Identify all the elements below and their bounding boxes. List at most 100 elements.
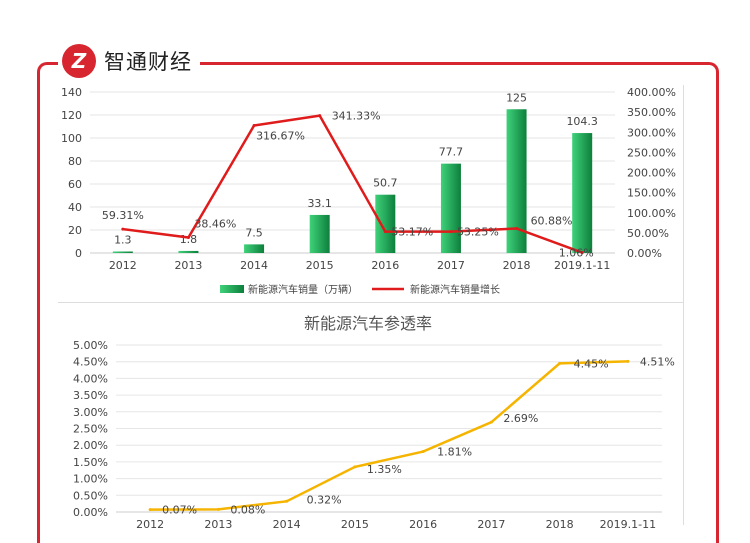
y-tick-label: 100 [61, 132, 82, 145]
line-point [353, 465, 357, 469]
bar [572, 133, 593, 253]
line-point [186, 236, 190, 240]
y-tick-label: 1.00% [73, 473, 108, 486]
y-tick-label: 20 [68, 224, 82, 237]
y-tick-label: 3.50% [73, 389, 108, 402]
y-tick-label: 4.00% [73, 372, 108, 385]
y2-tick-label: 400.00% [627, 86, 676, 99]
line-point [148, 508, 152, 512]
bar-data-label: 33.1 [307, 197, 332, 210]
y2-tick-label: 250.00% [627, 146, 676, 159]
line-data-label: 316.67% [256, 130, 305, 143]
x-tick-label: 2017 [477, 518, 505, 531]
y-tick-label: 1.50% [73, 456, 108, 469]
line-data-label: 341.33% [332, 110, 381, 123]
y-tick-label: 0 [75, 247, 82, 260]
y2-tick-label: 300.00% [627, 126, 676, 139]
penetration-line [150, 360, 628, 511]
y-tick-label: 2.50% [73, 423, 108, 436]
line-point [318, 114, 322, 118]
line-point [558, 361, 562, 365]
bar [178, 250, 199, 253]
x-tick-label: 2018 [503, 259, 531, 272]
bar [375, 194, 396, 253]
x-tick-label: 2019.1-11 [554, 259, 610, 272]
line-data-label: 60.88% [531, 214, 573, 227]
chart-title: 新能源汽车参透率 [304, 314, 432, 333]
y-tick-label: 60 [68, 178, 82, 191]
line-point [515, 226, 519, 230]
legend-bar-swatch [220, 285, 244, 293]
y2-tick-label: 200.00% [627, 167, 676, 180]
y-tick-label: 0.00% [73, 506, 108, 519]
y-tick-label: 140 [61, 86, 82, 99]
y2-tick-label: 0.00% [627, 247, 662, 260]
x-tick-label: 2018 [546, 518, 574, 531]
line-point [252, 124, 256, 128]
x-tick-label: 2013 [174, 259, 202, 272]
legend-label: 新能源汽车销量增长 [410, 283, 500, 296]
brand-header: Z 智通财经 [58, 42, 200, 80]
line-data-label: 2.69% [503, 412, 538, 425]
legend-label: 新能源汽车销量（万辆） [248, 283, 358, 296]
y2-tick-label: 50.00% [627, 227, 669, 240]
brand-name: 智通财经 [104, 50, 192, 74]
x-tick-label: 2015 [306, 259, 334, 272]
bar [506, 109, 527, 253]
x-tick-label: 2012 [136, 518, 164, 531]
line-point [121, 227, 125, 231]
x-tick-label: 2016 [409, 518, 437, 531]
line-data-label: 0.07% [162, 504, 197, 517]
line-data-label: 4.45% [574, 357, 609, 370]
line-data-label: 0.32% [307, 493, 342, 506]
x-tick-label: 2016 [371, 259, 399, 272]
line-point [421, 450, 425, 454]
y-tick-label: 120 [61, 109, 82, 122]
line-point [626, 359, 630, 363]
line-point [580, 251, 584, 255]
line-point [489, 420, 493, 424]
line-data-label: 1.35% [367, 463, 402, 476]
x-tick-label: 2014 [240, 259, 268, 272]
y-tick-label: 4.50% [73, 356, 108, 369]
line-point [216, 507, 220, 511]
y-tick-label: 40 [68, 201, 82, 214]
y-tick-label: 3.00% [73, 406, 108, 419]
line-data-label: 4.51% [640, 355, 675, 368]
bar-data-label: 125 [506, 91, 527, 104]
line-point [383, 230, 387, 234]
line-point [285, 499, 289, 503]
y-tick-label: 2.00% [73, 439, 108, 452]
x-tick-label: 2019.1-11 [600, 518, 656, 531]
bar-data-label: 1.3 [114, 234, 132, 247]
x-tick-label: 2017 [437, 259, 465, 272]
bar-data-label: 50.7 [373, 177, 398, 190]
line-data-label: 1.81% [437, 446, 472, 459]
line-data-label: 0.08% [230, 503, 265, 516]
line-data-label: 1.06% [559, 247, 594, 260]
bar-data-label: 7.5 [245, 226, 263, 239]
line-data-label: 53.25% [457, 226, 499, 239]
y-tick-label: 0.50% [73, 489, 108, 502]
bar [112, 251, 133, 253]
x-tick-label: 2013 [204, 518, 232, 531]
y-tick-label: 5.00% [73, 339, 108, 352]
divider [683, 85, 684, 525]
y2-tick-label: 350.00% [627, 106, 676, 119]
x-tick-label: 2012 [109, 259, 137, 272]
growth-line [122, 114, 583, 254]
line-data-label: 59.31% [102, 209, 144, 222]
x-tick-label: 2014 [273, 518, 301, 531]
line-data-label: 38.46% [194, 218, 236, 231]
y2-tick-label: 150.00% [627, 187, 676, 200]
bar [244, 244, 265, 253]
y-tick-label: 80 [68, 155, 82, 168]
line-point [449, 230, 453, 234]
line-data-label: 53.17% [391, 226, 433, 239]
bar [309, 214, 330, 253]
brand-logo-icon: Z [62, 44, 96, 78]
x-tick-label: 2015 [341, 518, 369, 531]
